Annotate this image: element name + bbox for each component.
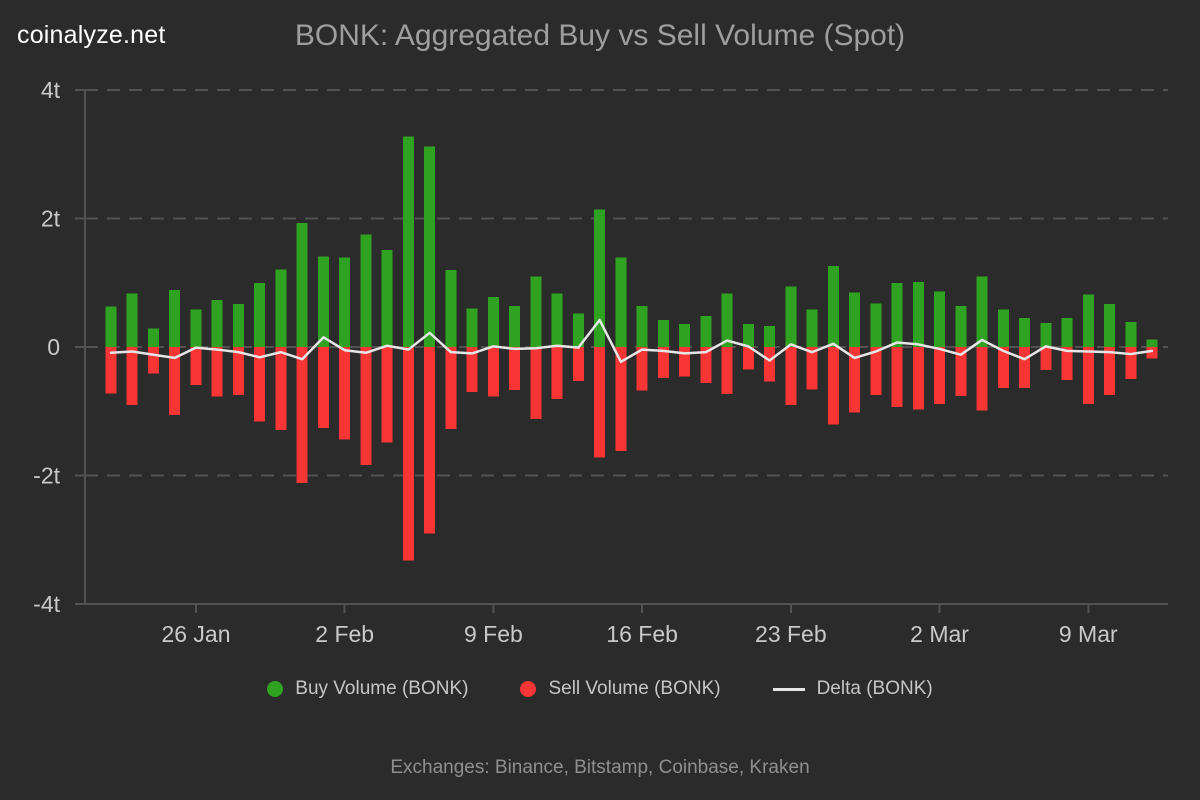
svg-text:2 Feb: 2 Feb [315, 621, 374, 647]
svg-text:2t: 2t [41, 206, 61, 232]
svg-text:-2t: -2t [33, 463, 60, 489]
chart-legend: Buy Volume (BONK) Sell Volume (BONK) Del… [0, 678, 1200, 700]
legend-sell-label: Sell Volume (BONK) [548, 678, 721, 699]
legend-item-sell-volume[interactable]: Sell Volume (BONK) [520, 678, 721, 700]
site-logo[interactable]: coinalyze.net [17, 21, 166, 49]
svg-text:2 Mar: 2 Mar [910, 621, 969, 647]
legend-buy-label: Buy Volume (BONK) [295, 678, 469, 699]
svg-text:-4t: -4t [33, 591, 60, 617]
legend-item-buy-volume[interactable]: Buy Volume (BONK) [267, 678, 468, 700]
svg-text:9 Feb: 9 Feb [464, 621, 523, 647]
svg-text:0: 0 [47, 334, 60, 360]
buy-volume-swatch-icon [267, 681, 284, 697]
legend-item-delta[interactable]: Delta (BONK) [772, 678, 933, 700]
delta-line-icon [772, 687, 805, 691]
svg-text:9 Mar: 9 Mar [1059, 621, 1118, 647]
svg-text:26 Jan: 26 Jan [161, 621, 230, 647]
chart-title: BONK: Aggregated Buy vs Sell Volume (Spo… [294, 19, 906, 52]
svg-text:16 Feb: 16 Feb [606, 621, 678, 647]
sell-volume-swatch-icon [520, 681, 537, 697]
svg-text:4t: 4t [41, 77, 61, 103]
legend-delta-label: Delta (BONK) [816, 678, 933, 699]
exchanges-note: Exchanges: Binance, Bitstamp, Coinbase, … [390, 757, 810, 778]
svg-text:23 Feb: 23 Feb [755, 621, 827, 647]
